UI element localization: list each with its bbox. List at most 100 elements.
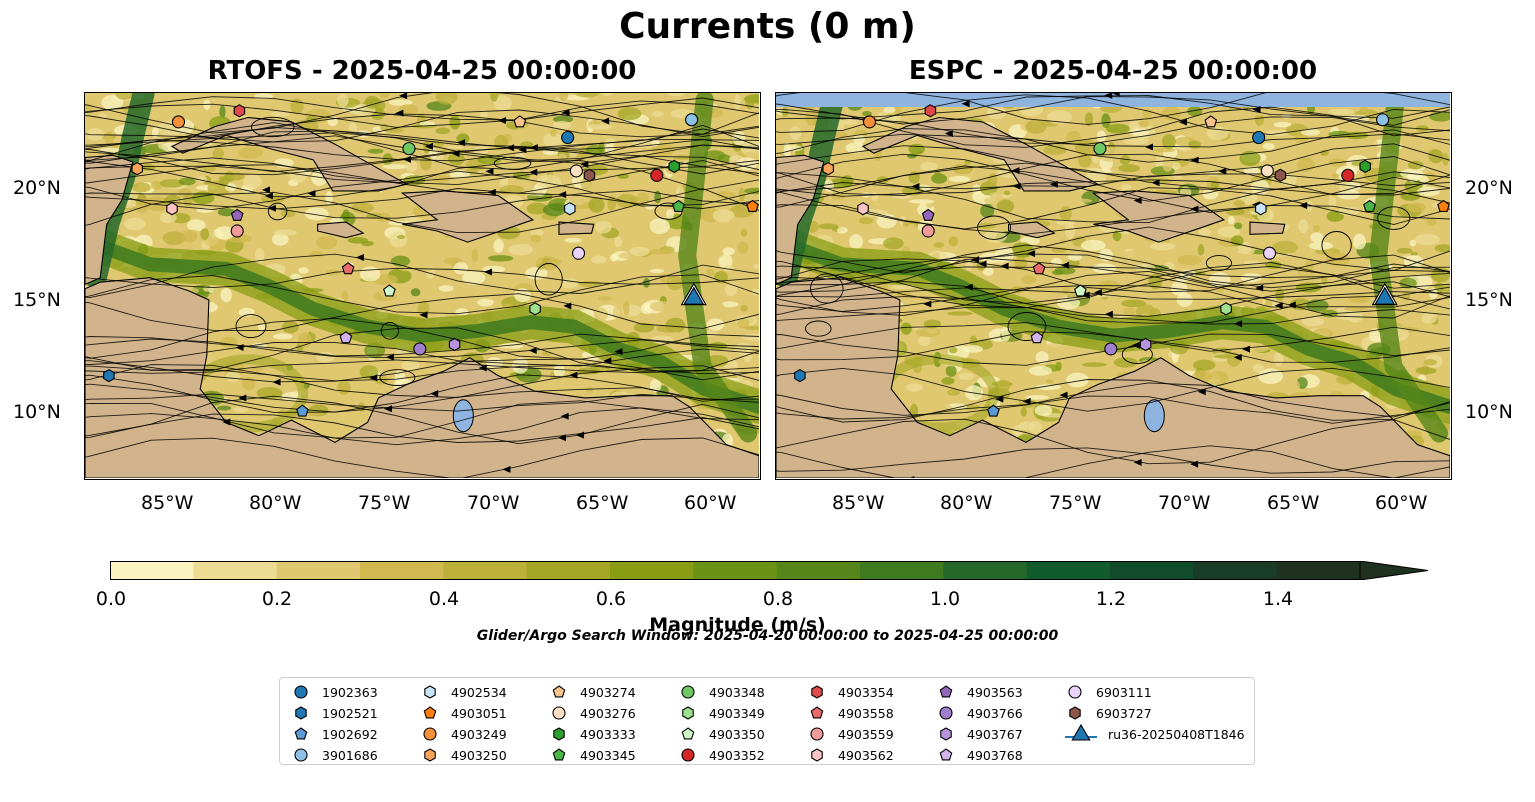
float-marker-4902534[interactable]: [1255, 202, 1267, 216]
speed-patch: [908, 143, 925, 155]
map-canvas[interactable]: [85, 93, 759, 478]
float-marker-4903768[interactable]: [339, 331, 353, 344]
float-marker-4903345[interactable]: [672, 199, 685, 212]
legend-marker[interactable]: [939, 685, 953, 698]
float-marker-4903559[interactable]: [230, 224, 244, 238]
float-marker-4903250[interactable]: [822, 162, 834, 176]
map-panel-rtofs[interactable]: [84, 92, 761, 480]
float-marker-4903348[interactable]: [1093, 142, 1107, 156]
speed-patch: [1025, 119, 1047, 134]
legend-marker[interactable]: [295, 706, 307, 720]
float-marker-4903766[interactable]: [413, 342, 427, 356]
float-marker-4902534[interactable]: [564, 202, 576, 216]
legend-marker[interactable]: [940, 727, 952, 741]
legend-marker[interactable]: [939, 748, 953, 761]
legend-label: 4903348: [709, 684, 765, 700]
map-canvas[interactable]: [776, 93, 1450, 478]
glider-marker[interactable]: [683, 286, 705, 305]
legend-marker[interactable]: [810, 727, 824, 741]
float-marker-4903349[interactable]: [529, 302, 541, 316]
float-marker-4903274[interactable]: [1204, 115, 1218, 128]
float-marker-4903558[interactable]: [1032, 262, 1046, 275]
float-marker-6903727[interactable]: [583, 168, 596, 182]
float-marker-4903766[interactable]: [1104, 342, 1118, 356]
legend-marker[interactable]: [423, 727, 437, 741]
float-marker-4903250[interactable]: [131, 162, 143, 176]
float-marker-4903249[interactable]: [862, 115, 877, 129]
float-marker-4903354[interactable]: [233, 104, 246, 118]
legend-marker[interactable]: [424, 748, 436, 762]
float-marker-1902692[interactable]: [987, 404, 1000, 417]
legend-marker[interactable]: [810, 706, 824, 719]
float-marker-4903767[interactable]: [1139, 337, 1152, 352]
float-marker-1902692[interactable]: [296, 404, 309, 417]
float-marker-4903563[interactable]: [921, 208, 935, 221]
float-marker-4903352[interactable]: [1341, 168, 1355, 182]
float-marker-4903350[interactable]: [1074, 284, 1087, 297]
float-marker-1902521[interactable]: [103, 368, 115, 383]
legend-marker[interactable]: [811, 748, 823, 762]
speed-patch: [360, 266, 381, 282]
float-marker-4903562[interactable]: [857, 202, 869, 216]
legend-marker[interactable]: [294, 748, 308, 762]
float-marker-4903276[interactable]: [1260, 164, 1274, 178]
speed-patch: [1348, 294, 1370, 304]
speed-patch: [401, 360, 420, 371]
streamline-arrow: [487, 188, 496, 196]
glider-marker[interactable]: [1374, 286, 1396, 305]
float-marker-4903768[interactable]: [1030, 331, 1044, 344]
float-marker-4903354[interactable]: [924, 104, 937, 118]
float-marker-4903051[interactable]: [1437, 199, 1450, 212]
speed-patch: [1043, 144, 1067, 155]
legend-marker[interactable]: [553, 727, 565, 741]
legend-marker[interactable]: [681, 685, 695, 699]
float-marker-1902363[interactable]: [561, 130, 575, 145]
float-marker-6903111[interactable]: [571, 246, 586, 260]
float-marker-6903727[interactable]: [1274, 168, 1287, 182]
legend-marker[interactable]: [423, 706, 437, 719]
streamline: [85, 188, 759, 210]
float-marker-4903051[interactable]: [746, 199, 759, 212]
float-marker-4903352[interactable]: [650, 168, 664, 182]
legend-marker[interactable]: [681, 727, 695, 740]
legend-marker[interactable]: [552, 748, 566, 761]
float-marker-6903111[interactable]: [1262, 246, 1277, 260]
legend-marker[interactable]: [1069, 706, 1081, 720]
legend-marker-icon: [810, 727, 824, 741]
legend-marker[interactable]: [939, 706, 953, 720]
float-marker-4903349[interactable]: [1220, 302, 1232, 316]
speed-patch: [1234, 222, 1243, 230]
legend-marker[interactable]: [811, 685, 823, 699]
float-marker-4903345[interactable]: [1363, 199, 1376, 212]
float-marker-4903276[interactable]: [569, 164, 583, 178]
float-marker-3901686[interactable]: [1376, 113, 1390, 127]
legend-marker[interactable]: [294, 685, 308, 699]
float-marker-4903274[interactable]: [513, 115, 527, 128]
float-marker-4903559[interactable]: [921, 224, 935, 238]
float-marker-4903767[interactable]: [448, 337, 461, 352]
legend-marker[interactable]: [424, 685, 436, 699]
legend-marker[interactable]: [294, 727, 308, 740]
legend-marker[interactable]: [552, 685, 566, 698]
legend-item: 4903333: [548, 724, 636, 744]
legend-marker[interactable]: [1071, 724, 1091, 741]
float-marker-4903333[interactable]: [668, 159, 680, 174]
colorbar-segment: [1026, 561, 1111, 580]
float-marker-1902521[interactable]: [794, 368, 806, 383]
float-marker-4903333[interactable]: [1359, 159, 1371, 174]
float-marker-4903249[interactable]: [171, 115, 186, 129]
legend-marker[interactable]: [1068, 685, 1082, 699]
speed-patch: [424, 247, 450, 258]
float-marker-1902363[interactable]: [1252, 130, 1266, 145]
float-marker-4903558[interactable]: [341, 262, 355, 275]
float-marker-4903348[interactable]: [402, 142, 416, 156]
map-panel-espc[interactable]: [775, 92, 1452, 480]
eddy-streamline: [805, 320, 832, 337]
legend-marker[interactable]: [552, 706, 566, 720]
float-marker-4903563[interactable]: [230, 208, 244, 221]
float-marker-4903350[interactable]: [383, 284, 396, 297]
float-marker-4903562[interactable]: [166, 202, 178, 216]
legend-marker[interactable]: [681, 748, 695, 762]
legend-marker[interactable]: [682, 706, 694, 720]
float-marker-3901686[interactable]: [685, 113, 699, 127]
